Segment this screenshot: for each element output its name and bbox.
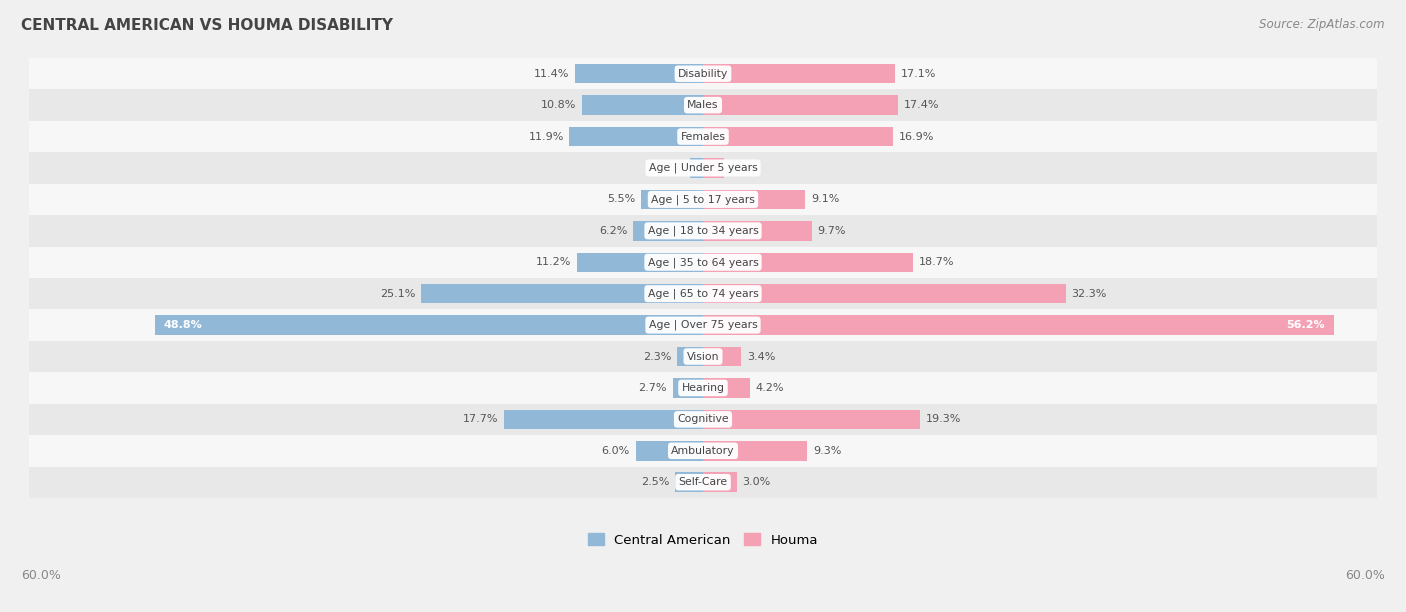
Text: Age | 5 to 17 years: Age | 5 to 17 years [651, 194, 755, 204]
Text: Males: Males [688, 100, 718, 110]
Bar [30, 184, 1376, 215]
Bar [636, 441, 703, 461]
Bar [703, 441, 807, 461]
Text: 25.1%: 25.1% [380, 289, 415, 299]
Bar [689, 159, 703, 177]
Text: 9.7%: 9.7% [817, 226, 846, 236]
Bar [703, 221, 811, 241]
Text: Cognitive: Cognitive [678, 414, 728, 424]
Text: 32.3%: 32.3% [1071, 289, 1107, 299]
Bar [703, 472, 737, 492]
Bar [30, 372, 1376, 404]
Text: Age | 18 to 34 years: Age | 18 to 34 years [648, 226, 758, 236]
Text: 11.2%: 11.2% [536, 257, 572, 267]
Text: Females: Females [681, 132, 725, 141]
Bar [703, 409, 920, 429]
Text: 48.8%: 48.8% [165, 320, 202, 330]
Bar [582, 95, 703, 115]
Text: 9.3%: 9.3% [813, 446, 841, 456]
Bar [30, 215, 1376, 247]
Bar [30, 341, 1376, 372]
Bar [678, 347, 703, 366]
Bar [505, 409, 703, 429]
Bar [703, 347, 741, 366]
Text: 1.2%: 1.2% [655, 163, 683, 173]
Text: 17.4%: 17.4% [904, 100, 939, 110]
Text: 17.7%: 17.7% [463, 414, 499, 424]
Text: Age | 35 to 64 years: Age | 35 to 64 years [648, 257, 758, 267]
Text: Age | Over 75 years: Age | Over 75 years [648, 320, 758, 330]
Text: Source: ZipAtlas.com: Source: ZipAtlas.com [1260, 18, 1385, 31]
Bar [703, 378, 751, 398]
Text: 4.2%: 4.2% [756, 383, 785, 393]
Text: 9.1%: 9.1% [811, 195, 839, 204]
Bar [569, 127, 703, 146]
Text: 2.5%: 2.5% [641, 477, 669, 487]
Bar [30, 278, 1376, 310]
Bar [703, 127, 893, 146]
Bar [703, 64, 896, 83]
Text: 16.9%: 16.9% [898, 132, 934, 141]
Text: Disability: Disability [678, 69, 728, 79]
Text: Age | Under 5 years: Age | Under 5 years [648, 163, 758, 173]
Text: 60.0%: 60.0% [21, 569, 60, 582]
Bar [30, 58, 1376, 89]
Bar [155, 315, 703, 335]
Bar [703, 284, 1066, 304]
Text: Age | 65 to 74 years: Age | 65 to 74 years [648, 288, 758, 299]
Text: 3.4%: 3.4% [747, 351, 775, 362]
Bar [703, 253, 912, 272]
Text: 2.7%: 2.7% [638, 383, 666, 393]
Text: CENTRAL AMERICAN VS HOUMA DISABILITY: CENTRAL AMERICAN VS HOUMA DISABILITY [21, 18, 394, 34]
Bar [675, 472, 703, 492]
Bar [30, 404, 1376, 435]
Text: Ambulatory: Ambulatory [671, 446, 735, 456]
Bar [578, 253, 703, 272]
Text: 56.2%: 56.2% [1286, 320, 1326, 330]
Bar [420, 284, 703, 304]
Text: 11.4%: 11.4% [534, 69, 569, 79]
Text: 6.2%: 6.2% [599, 226, 627, 236]
Bar [30, 152, 1376, 184]
Text: 5.5%: 5.5% [607, 195, 636, 204]
Bar [703, 95, 898, 115]
Text: Self-Care: Self-Care [679, 477, 727, 487]
Text: 2.3%: 2.3% [643, 351, 672, 362]
Bar [30, 247, 1376, 278]
Bar [641, 190, 703, 209]
Text: 17.1%: 17.1% [901, 69, 936, 79]
Text: 6.0%: 6.0% [602, 446, 630, 456]
Text: Hearing: Hearing [682, 383, 724, 393]
Text: 1.9%: 1.9% [730, 163, 758, 173]
Legend: Central American, Houma: Central American, Houma [583, 528, 823, 552]
Bar [633, 221, 703, 241]
Bar [30, 435, 1376, 466]
Bar [30, 121, 1376, 152]
Text: 10.8%: 10.8% [541, 100, 576, 110]
Bar [30, 310, 1376, 341]
Bar [703, 159, 724, 177]
Bar [703, 315, 1334, 335]
Text: 11.9%: 11.9% [529, 132, 564, 141]
Text: 60.0%: 60.0% [1346, 569, 1385, 582]
Bar [672, 378, 703, 398]
Text: 18.7%: 18.7% [918, 257, 955, 267]
Bar [30, 89, 1376, 121]
Bar [703, 190, 806, 209]
Text: 3.0%: 3.0% [742, 477, 770, 487]
Bar [30, 466, 1376, 498]
Text: Vision: Vision [686, 351, 720, 362]
Bar [575, 64, 703, 83]
Text: 19.3%: 19.3% [925, 414, 960, 424]
